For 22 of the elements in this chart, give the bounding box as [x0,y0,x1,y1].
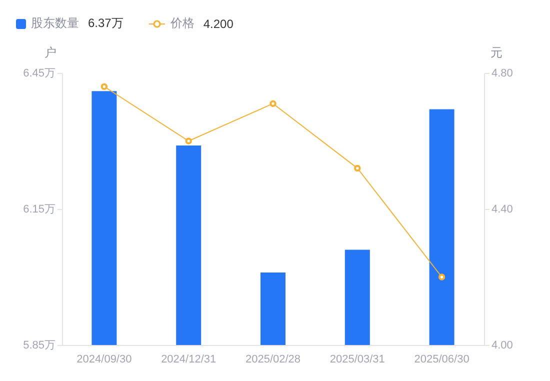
point [438,274,446,280]
point [100,83,108,90]
x-tick-label: 2024/09/30 [76,354,132,366]
y2-tick-label: 4.80 [492,68,513,80]
y-axis-title: 户 [44,46,56,60]
y-tick-label: 5.85万 [23,340,56,352]
x-tick-label: 2025/03/31 [330,354,385,366]
point [270,100,276,107]
y-tick-label: 6.45万 [23,68,56,80]
legend-label: 股东数量 [31,15,79,32]
y2-axis-title: 元 [490,46,502,60]
y2-tick-label: 4.00 [492,340,513,352]
legend-label: 价格 [170,15,194,32]
y-tick-label: 6.15万 [23,204,56,216]
x-tick-label: 2024/12/31 [161,354,216,366]
point [354,164,361,172]
x-tick-label: 2025/02/28 [245,354,301,366]
x-tick-label: 2025/06/30 [414,354,470,366]
text: 4.200 [203,16,234,30]
text: 6.37万 [88,15,124,32]
y2-tick-label: 4.40 [492,204,513,216]
point [185,138,192,144]
